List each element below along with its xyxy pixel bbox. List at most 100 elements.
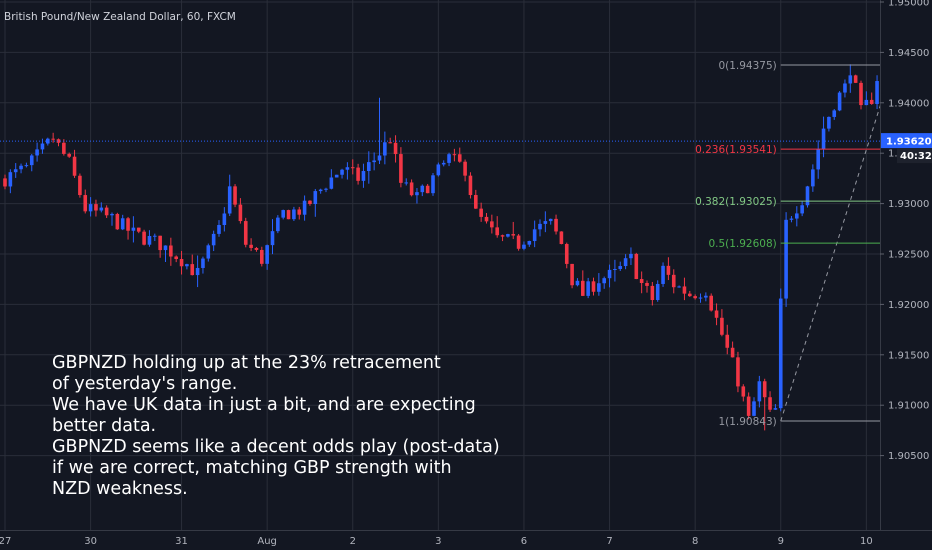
candle[interactable] [650,281,655,306]
candle[interactable] [104,205,109,219]
candle[interactable] [597,273,601,296]
candle[interactable] [420,184,425,197]
candle[interactable] [233,184,237,208]
candle[interactable] [179,250,184,275]
candle[interactable] [811,164,815,192]
candle[interactable] [816,140,820,179]
candle[interactable] [158,235,162,258]
candle[interactable] [329,169,334,190]
candle[interactable] [415,188,419,204]
candle[interactable] [554,214,558,235]
candle[interactable] [629,247,633,266]
candle[interactable] [83,189,88,214]
candle[interactable] [784,212,788,307]
candle[interactable] [559,231,564,245]
candle[interactable] [142,229,146,246]
candle[interactable] [13,163,18,178]
candle[interactable] [768,391,772,413]
candle[interactable] [725,324,730,355]
candle[interactable] [409,179,414,197]
candle[interactable] [29,153,34,172]
candle[interactable] [730,341,735,358]
candle[interactable] [222,207,227,232]
candle[interactable] [522,241,526,251]
candle[interactable] [511,221,516,240]
candle[interactable] [639,271,644,294]
candle[interactable] [693,294,697,300]
candle[interactable] [254,246,259,252]
candle[interactable] [78,173,82,198]
candle[interactable] [404,178,409,186]
candle[interactable] [682,277,687,301]
price-axis[interactable]: 1.950001.945001.940001.935001.930001.925… [880,0,932,550]
candle[interactable] [431,173,435,196]
candle[interactable] [575,278,580,287]
candle[interactable] [190,254,195,276]
candle[interactable] [185,263,189,270]
candle[interactable] [527,240,532,247]
candle[interactable] [495,216,499,238]
candle[interactable] [281,209,285,220]
candle[interactable] [270,219,275,255]
candle[interactable] [243,217,248,248]
candle[interactable] [661,262,665,287]
candle[interactable] [474,189,478,209]
candle[interactable] [217,220,221,237]
candle[interactable] [832,109,837,120]
candle[interactable] [447,152,451,167]
candle[interactable] [773,404,778,410]
candle[interactable] [356,163,360,185]
candle[interactable] [367,151,371,184]
candle[interactable] [452,148,457,162]
candle[interactable] [8,169,13,194]
candle[interactable] [211,230,216,252]
candle[interactable] [720,309,724,337]
candle[interactable] [457,147,462,163]
candle[interactable] [3,174,7,190]
candle[interactable] [163,245,168,262]
candle[interactable] [227,174,232,217]
candle[interactable] [671,269,676,294]
candle[interactable] [602,276,606,289]
candle[interactable] [709,293,713,312]
candle[interactable] [532,220,537,248]
candle[interactable] [340,168,344,179]
candle[interactable] [24,162,29,168]
candle[interactable] [666,257,671,281]
candle[interactable] [62,139,66,156]
candle[interactable] [302,195,307,221]
candle[interactable] [318,188,323,194]
candle[interactable] [548,218,553,225]
candle[interactable] [56,138,61,147]
candle[interactable] [805,185,810,208]
candle[interactable] [372,152,376,171]
candle[interactable] [795,206,799,227]
candle[interactable] [292,206,296,221]
candle[interactable] [308,200,312,206]
candle[interactable] [94,199,98,217]
candle[interactable] [174,255,178,263]
fibonacci-retracement[interactable]: 0(1.94375) 0.236(1.93541) 0.382(1.93025) 0.… [695,60,894,428]
candle[interactable] [361,163,366,188]
candle[interactable] [538,219,542,237]
candle[interactable] [570,263,574,289]
candle[interactable] [875,75,879,110]
candle[interactable] [260,246,264,267]
candle[interactable] [72,149,77,178]
candle[interactable] [383,131,387,165]
candle[interactable] [704,292,708,302]
candle[interactable] [714,303,719,326]
candle[interactable] [350,159,355,175]
candle[interactable] [201,256,205,274]
candle[interactable] [120,214,125,231]
candle[interactable] [334,174,339,178]
candle[interactable] [789,216,794,223]
candle[interactable] [153,233,157,242]
candle[interactable] [741,384,746,402]
candle[interactable] [645,280,649,293]
candle[interactable] [543,211,548,233]
candle[interactable] [393,135,398,163]
candle[interactable] [388,137,392,144]
candle[interactable] [746,392,751,420]
